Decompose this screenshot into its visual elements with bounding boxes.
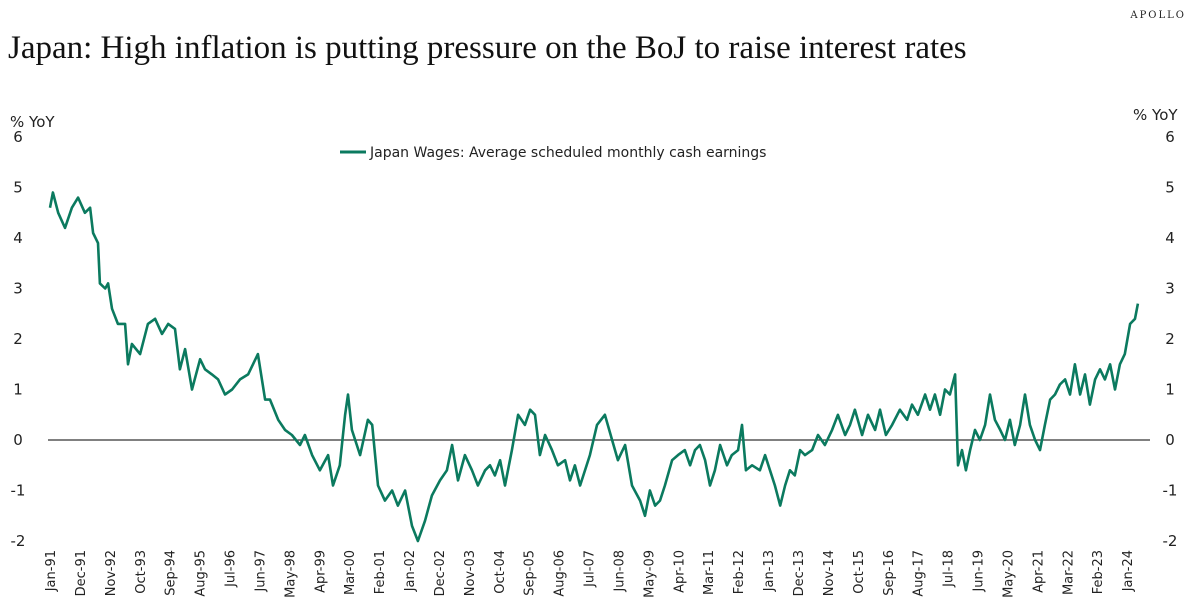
left-axis-unit-label: % YoY (10, 113, 55, 131)
x-tick-label: Jan-91 (44, 550, 59, 592)
legend-label: Japan Wages: Average scheduled monthly c… (369, 145, 766, 161)
x-tick-label: Apr-10 (672, 550, 687, 593)
x-tick-label: Jul-18 (942, 550, 957, 588)
x-tick-label: May-20 (1001, 550, 1016, 598)
x-tick-label: Dec-91 (74, 550, 89, 596)
right-axis-unit-label: % YoY (1133, 106, 1178, 124)
x-tick-label: Oct-15 (852, 550, 867, 594)
x-tick-label: Jul-96 (224, 550, 239, 588)
x-tick-label: Mar-00 (343, 550, 358, 595)
x-tick-label: Jun-97 (253, 550, 268, 593)
x-tick-label: Jan-13 (762, 550, 777, 592)
y-tick-label-right: 4 (1165, 229, 1175, 247)
x-tick-label: Feb-01 (373, 550, 388, 594)
x-tick-label: May-09 (642, 550, 657, 598)
x-tick-label: Apr-21 (1031, 550, 1046, 593)
x-tick-label: Mar-22 (1061, 550, 1076, 595)
y-tick-label-right: -1 (1163, 482, 1178, 500)
y-tick-label-left: -1 (11, 482, 26, 500)
y-tick-label-right: 5 (1165, 179, 1175, 197)
x-tick-label: Sep-16 (882, 550, 897, 596)
x-tick-label: May-98 (283, 550, 298, 598)
x-tick-label: Apr-99 (313, 550, 328, 593)
x-tick-label: Aug-95 (194, 550, 209, 597)
y-tick-label-right: 2 (1165, 330, 1175, 348)
x-tick-label: Dec-13 (792, 550, 807, 596)
y-tick-label-left: 4 (13, 229, 23, 247)
x-tick-label: Aug-06 (553, 550, 568, 597)
y-tick-label-left: 6 (13, 128, 23, 146)
y-tick-label-right: 6 (1165, 128, 1175, 146)
y-tick-label-left: 5 (13, 179, 23, 197)
x-tick-label: Nov-03 (463, 550, 478, 596)
x-tick-label: Jan-24 (1121, 550, 1136, 592)
y-tick-label-left: 3 (13, 280, 23, 298)
x-tick-label: Dec-02 (433, 550, 448, 596)
y-tick-label-right: 3 (1165, 280, 1175, 298)
x-tick-label: Jun-19 (972, 550, 987, 593)
x-tick-label: Aug-17 (912, 550, 927, 597)
y-tick-label-left: 2 (13, 330, 23, 348)
apollo-logo: APOLLO (1130, 10, 1186, 21)
x-tick-label: Oct-93 (134, 550, 149, 594)
y-tick-label-left: 0 (13, 431, 23, 449)
y-tick-label-right: 0 (1165, 431, 1175, 449)
legend: Japan Wages: Average scheduled monthly c… (340, 145, 766, 161)
x-tick-label: Sep-94 (164, 550, 179, 596)
x-tick-label: Jul-07 (583, 550, 598, 588)
x-tick-label: Jun-08 (612, 550, 627, 593)
x-tick-label: Feb-12 (732, 550, 747, 594)
x-tick-label: Nov-92 (104, 550, 119, 596)
series-line-japan-wages (48, 191, 1140, 543)
y-tick-label-right: -2 (1163, 532, 1178, 550)
chart-title: Japan: High inflation is putting pressur… (8, 30, 967, 66)
x-tick-label: Mar-11 (702, 550, 717, 595)
y-tick-label-left: 1 (13, 381, 23, 399)
x-tick-label: Sep-05 (523, 550, 538, 596)
y-tick-label-left: -2 (11, 532, 26, 550)
y-tick-label-right: 1 (1165, 381, 1175, 399)
x-tick-label: Oct-04 (493, 550, 508, 594)
x-tick-label: Jan-02 (403, 550, 418, 592)
x-tick-label: Nov-14 (822, 550, 837, 596)
x-tick-label: Feb-23 (1091, 550, 1106, 594)
